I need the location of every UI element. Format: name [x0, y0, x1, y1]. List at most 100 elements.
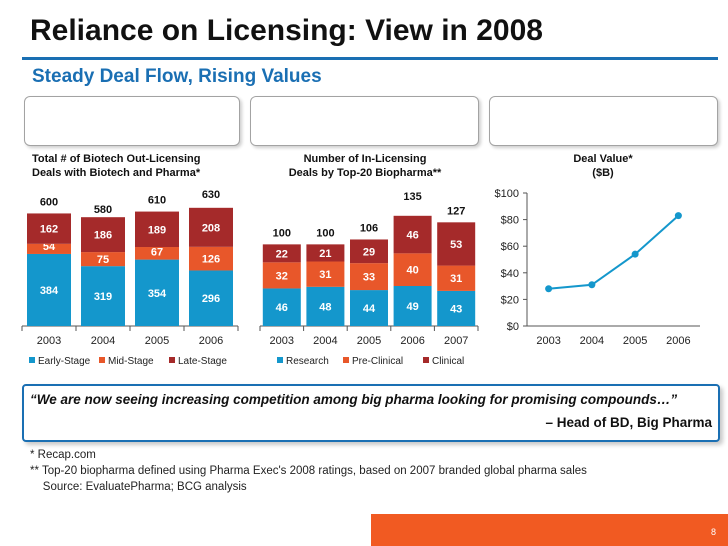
outlicensing-bar-mid-stage-2004: [81, 252, 125, 267]
inlicensing-bar-research-2004: [306, 286, 345, 326]
inlicensing-data-label: 32: [276, 270, 288, 282]
inlicensing-data-label: 21: [319, 248, 331, 260]
inlicensing-total-label: 100: [316, 227, 334, 239]
outlicensing-x-label: 2006: [199, 335, 223, 347]
outlicensing-legend-swatch: [29, 357, 35, 363]
outlicensing-legend-label: Late-Stage: [178, 356, 227, 367]
deal-value-x-label: 2003: [536, 335, 560, 347]
inlicensing-bar-clinical-2006: [393, 215, 432, 254]
footnote-source: Source: EvaluatePharma; BCG analysis: [30, 481, 247, 493]
inlicensing-bar-research-2005: [350, 290, 388, 326]
outlicensing-legend-swatch: [169, 357, 175, 363]
inlicensing-legend-swatch: [277, 357, 283, 363]
inlicensing-bar-clinical-2004: [306, 244, 345, 262]
outlicensing-bar-early-stage-2004: [81, 266, 125, 326]
outlicensing-x-label: 2003: [37, 335, 61, 347]
outlicensing-data-label: 354: [148, 288, 167, 300]
footer-accent-bar: [371, 514, 728, 546]
inlicensing-bar-pre-clinical-2004: [306, 261, 345, 287]
deal-value-point-2005: [631, 250, 639, 258]
inlicensing-data-label: 49: [406, 301, 418, 313]
inlicensing-bar-clinical-2003: [262, 244, 301, 263]
panel-header-box-2: [250, 96, 479, 146]
inlicensing-data-label: 44: [363, 303, 376, 315]
outlicensing-bar-late-stage-2006: [189, 207, 233, 247]
outlicensing-data-label: 162: [40, 224, 58, 236]
deal-value-point-2003: [545, 285, 553, 293]
outlicensing-data-label: 319: [94, 291, 112, 303]
outlicensing-data-label: 208: [202, 222, 220, 234]
page-number: 8: [710, 527, 716, 537]
inlicensing-data-label: 40: [406, 265, 418, 277]
outlicensing-title-line-2: Deals with Biotech and Pharma*: [32, 167, 201, 179]
outlicensing-x-label: 2005: [145, 335, 169, 347]
deal-value-y-label: $40: [501, 268, 519, 280]
outlicensing-x-label: 2004: [91, 335, 115, 347]
deal-value-y-label: $0: [507, 321, 519, 333]
inlicensing-bar-pre-clinical-2005: [350, 263, 388, 291]
outlicensing-title-line-1: Total # of Biotech Out-Licensing: [32, 153, 200, 165]
outlicensing-total-label: 610: [148, 195, 166, 207]
inlicensing-data-label: 29: [363, 246, 375, 258]
inlicensing-x-label: 2007: [444, 335, 468, 347]
inlicensing-data-label: 46: [276, 302, 288, 314]
outlicensing-total-label: 600: [40, 196, 58, 208]
outlicensing-data-label: 67: [151, 246, 163, 258]
charts-canvas: Total # of Biotech Out-Licensing Deals wi…: [21, 153, 700, 367]
inlicensing-bar-pre-clinical-2006: [393, 253, 432, 287]
outlicensing-bar-late-stage-2004: [81, 217, 125, 253]
inlicensing-legend-swatch: [423, 357, 429, 363]
inlicensing-data-label: 43: [450, 303, 462, 315]
inlicensing-bar-research-2006: [393, 286, 432, 326]
outlicensing-data-label: 54: [43, 241, 56, 253]
outlicensing-total-label: 630: [202, 189, 220, 201]
outlicensing-legend-label: Mid-Stage: [108, 356, 154, 367]
deal-value-y-label: $100: [495, 188, 519, 200]
inlicensing-bar-clinical-2005: [350, 239, 388, 264]
inlicensing-data-label: 53: [450, 239, 462, 251]
inlicensing-bar-research-2007: [437, 290, 476, 326]
quote-close-mark: ”: [670, 392, 678, 407]
quote-open-mark: “: [30, 392, 37, 407]
outlicensing-bar-mid-stage-2006: [189, 246, 233, 271]
inlicensing-bar-clinical-2007: [437, 222, 476, 266]
inlicensing-legend-label: Pre-Clinical: [352, 356, 403, 367]
inlicensing-legend-label: Research: [286, 356, 329, 367]
inlicensing-title-line-2: Deals by Top-20 Biopharma**: [289, 167, 442, 179]
inlicensing-data-label: 46: [406, 230, 418, 242]
deal-value-y-label: $60: [501, 241, 519, 253]
panel-header-box-1: [24, 96, 240, 146]
footnote-top20: ** Top-20 biopharma defined using Pharma…: [30, 465, 587, 477]
panel-header-box-3: [489, 96, 718, 146]
outlicensing-data-label: 75: [97, 254, 109, 266]
inlicensing-data-label: 31: [319, 269, 331, 281]
quote-text: “We are now seeing increasing competitio…: [30, 392, 677, 407]
outlicensing-data-label: 384: [40, 285, 59, 297]
outlicensing-legend-label: Early-Stage: [38, 356, 91, 367]
outlicensing-bar-early-stage-2005: [135, 259, 179, 326]
inlicensing-total-label: 100: [273, 227, 291, 239]
inlicensing-title-line-1: Number of In-Licensing: [304, 153, 427, 165]
inlicensing-x-label: 2004: [313, 335, 337, 347]
inlicensing-bar-pre-clinical-2003: [262, 262, 301, 289]
outlicensing-data-label: 296: [202, 293, 220, 305]
outlicensing-bar-early-stage-2006: [189, 270, 233, 326]
inlicensing-data-label: 33: [363, 272, 375, 284]
slide-subtitle: Steady Deal Flow, Rising Values: [32, 66, 322, 87]
deal-value-y-label: $80: [501, 215, 519, 227]
outlicensing-legend-swatch: [99, 357, 105, 363]
outlicensing-total-label: 580: [94, 204, 112, 216]
deal-value-point-2004: [588, 281, 596, 289]
inlicensing-bar-research-2003: [262, 288, 301, 326]
deal-value-line: [548, 214, 680, 290]
quote-body: We are now seeing increasing competition…: [36, 392, 671, 407]
footnote-recap: * Recap.com: [30, 449, 96, 461]
inlicensing-x-label: 2005: [357, 335, 381, 347]
title-divider: [22, 57, 718, 60]
inlicensing-data-label: 31: [450, 273, 462, 285]
inlicensing-legend-label: Clinical: [432, 356, 464, 367]
outlicensing-bar-early-stage-2003: [27, 253, 71, 326]
outlicensing-data-label: 186: [94, 230, 112, 242]
inlicensing-data-label: 48: [319, 301, 331, 313]
